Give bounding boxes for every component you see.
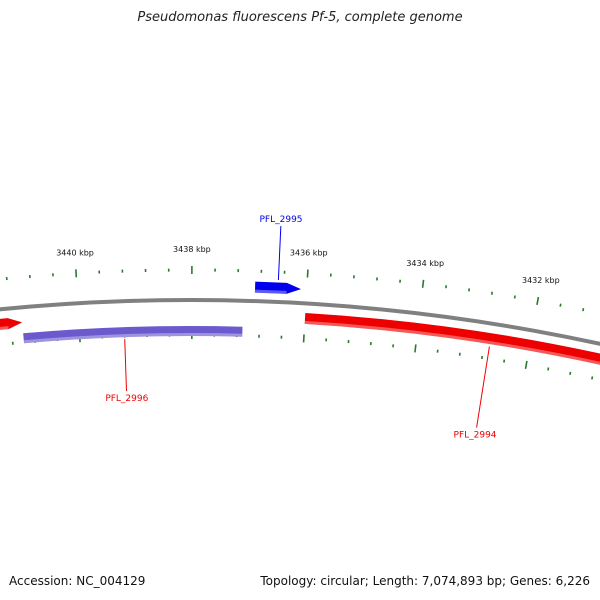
gene-pfl_2996 — [23, 325, 243, 344]
minor-tick — [582, 308, 585, 312]
scale-label-3440: 3440 kbp — [56, 248, 94, 257]
label-line-pfl_2996 — [124, 339, 127, 392]
minor-tick — [569, 371, 572, 375]
gene-features — [0, 281, 600, 365]
minor-tick — [503, 359, 506, 363]
gene-label-pfl_2995: PFL_2995 — [260, 215, 303, 225]
major-tick — [414, 344, 417, 353]
gene-pfl_2995 — [254, 281, 301, 294]
minor-tick — [513, 295, 516, 299]
gene-label-pfl_2994: PFL_2994 — [454, 430, 497, 440]
label-line-pfl_2994 — [476, 346, 490, 428]
gene-label-lines — [124, 226, 490, 428]
map-title: Pseudomonas fluorescens Pf-5, complete g… — [137, 10, 463, 25]
minor-tick — [559, 303, 562, 307]
gene-pfl_2994 — [304, 312, 600, 365]
minor-tick — [591, 376, 594, 380]
scale-label-3432: 3432 kbp — [522, 276, 560, 285]
outer-scale-ticks — [5, 266, 585, 312]
major-tick — [421, 279, 425, 288]
label-line-pfl_2995 — [277, 226, 282, 281]
major-tick — [524, 360, 528, 369]
inner-scale-ticks — [11, 330, 594, 380]
major-tick — [536, 296, 540, 306]
gene-pfl_2997-shade — [0, 326, 9, 330]
gene-pfl_2996-shade — [23, 333, 243, 344]
gene-pfl_2997 — [0, 318, 23, 330]
accession-text: Accession: NC_004129 — [9, 574, 146, 588]
scale-label-3434: 3434 kbp — [406, 259, 444, 268]
genome-summary-text: Topology: circular; Length: 7,074,893 bp… — [260, 574, 590, 588]
genome-backbone — [0, 297, 600, 346]
gene-label-pfl_2996: PFL_2996 — [105, 394, 148, 404]
gene-pfl_2995-shade — [254, 289, 287, 294]
scale-label-3436: 3436 kbp — [290, 249, 328, 258]
gene-pfl_2994-shade — [304, 320, 600, 365]
minor-tick — [547, 367, 550, 371]
scale-label-3438: 3438 kbp — [173, 245, 211, 254]
